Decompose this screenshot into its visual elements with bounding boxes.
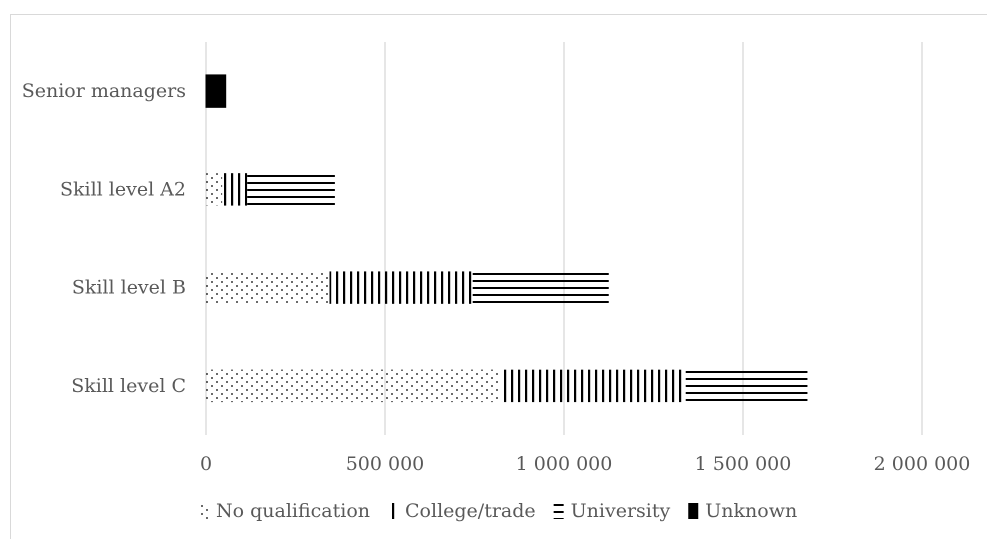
- bar-skill-level-a2-university: [247, 173, 335, 206]
- category-label-skill-level-c: Skill level C: [71, 375, 186, 397]
- category-label-skill-level-a2: Skill level A2: [60, 178, 186, 200]
- category-label-senior-managers: Senior managers: [22, 80, 186, 102]
- bar-skill-level-c-university: [685, 369, 808, 403]
- bars: [205, 74, 808, 403]
- bar-skill-level-a2-college-trade: [222, 173, 248, 206]
- legend-label-college-trade: College/trade: [405, 500, 536, 522]
- x-tick-label-3: 1 500 000: [695, 453, 792, 475]
- x-tick-label-1: 500 000: [346, 453, 425, 475]
- bar-skill-level-c-no-qualification: [206, 369, 500, 403]
- x-tick-label-4: 2 000 000: [874, 453, 971, 475]
- legend-label-university: University: [571, 500, 671, 522]
- legend-label-unknown: Unknown: [705, 500, 797, 522]
- bar-skill-level-b-no-qualification: [206, 271, 330, 304]
- legend-swatch-no-qualification: [199, 503, 211, 519]
- category-labels: Senior managers Skill level A2 Skill level…: [22, 80, 186, 397]
- x-tick-label-2: 1 000 000: [516, 453, 613, 475]
- bar-skill-level-b-university: [472, 271, 609, 304]
- legend-swatch-college-trade: [388, 503, 399, 519]
- bar-skill-level-a2-no-qualification: [206, 173, 223, 206]
- legend-swatch-university: [553, 503, 564, 519]
- legend-label-no-qualification: No qualification: [216, 500, 370, 522]
- x-tick-labels: 0 500 000 1 000 000 1 500 000 2 000 000: [200, 453, 970, 475]
- bar-skill-level-b-college-trade: [329, 271, 473, 304]
- bar-senior-managers-unknown: [205, 74, 227, 108]
- legend: No qualification College/trade University U…: [199, 500, 797, 522]
- category-label-skill-level-b: Skill level B: [72, 277, 186, 299]
- chart-frame: [10, 14, 987, 539]
- legend-swatch-unknown: [688, 503, 699, 519]
- bar-skill-level-c-college-trade: [499, 369, 686, 403]
- x-tick-label-0: 0: [200, 453, 212, 475]
